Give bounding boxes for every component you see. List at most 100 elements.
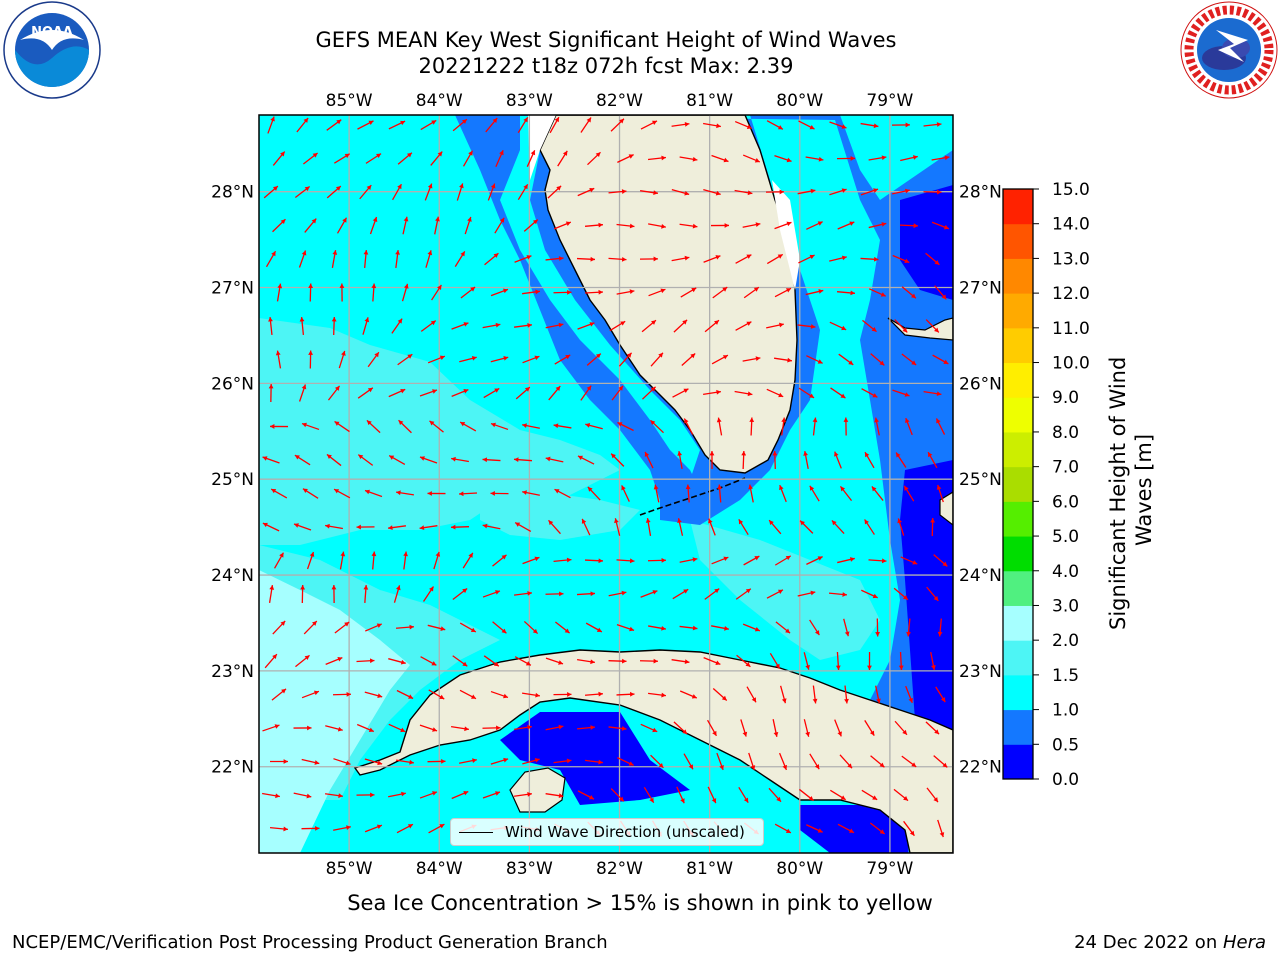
wave-arrow [648, 625, 666, 631]
noaa-logo-text: NOAA [31, 25, 73, 40]
wave-arrow [610, 788, 625, 802]
wave-arrow [897, 518, 905, 536]
wave-arrow [864, 720, 875, 736]
wave-arrow [300, 584, 305, 604]
lat-ticks-right: 28°N 27°N 26°N 25°N 24°N 23°N 22°N [959, 183, 1002, 778]
wave-arrow [364, 824, 383, 833]
colorbar-segment [1003, 293, 1033, 329]
wave-arrow [269, 826, 289, 832]
wave-arrow [640, 723, 658, 733]
wave-arrow [864, 519, 875, 535]
wave-arrow [419, 456, 438, 464]
wave-arrow [711, 154, 729, 163]
wave-band-2-0 [259, 570, 410, 853]
wave-arrow [925, 319, 940, 333]
wave-arrow [679, 625, 698, 631]
wave-arrow [482, 322, 501, 329]
lat-tick-label: 25°N [211, 470, 254, 490]
lat-ticks-left: 28°N 27°N 26°N 25°N 24°N 23°N 22°N [211, 183, 254, 778]
colorbar-segment [1003, 605, 1033, 641]
wave-arrow [513, 457, 533, 463]
wave-arrow [712, 688, 728, 701]
wave-arrow [901, 286, 917, 299]
wave-arrow [706, 719, 718, 737]
wave-arrow [769, 652, 781, 670]
wave-arrow [522, 355, 540, 364]
lat-tick-label: 27°N [211, 279, 254, 299]
wave-arrow [650, 419, 664, 434]
wave-arrow [836, 156, 856, 161]
wave-arrow [679, 156, 698, 162]
wave-arrow [365, 153, 382, 164]
footer-left: NCEP/EMC/Verification Post Processing Pr… [12, 932, 608, 953]
wave-arrow [553, 221, 572, 230]
wave-arrow [734, 390, 753, 397]
wave-arrow [452, 118, 468, 132]
wave-arrow [356, 658, 375, 664]
wave-arrow [868, 558, 887, 564]
wave-arrow [685, 484, 691, 503]
wave-arrow [364, 758, 383, 766]
wave-arrow [616, 289, 635, 295]
wave-arrow [903, 820, 915, 837]
wave-arrow [364, 489, 383, 498]
wave-arrow [270, 488, 288, 499]
wave-arrow [304, 218, 317, 233]
wave-arrow [371, 283, 377, 302]
wave-arrow [930, 652, 936, 670]
wave-arrow [860, 188, 879, 196]
wave-arrow [934, 285, 947, 300]
wave-arrow [362, 317, 370, 335]
wave-arrow [388, 791, 406, 798]
wave-arrow [895, 452, 907, 468]
wave-arrow [743, 555, 760, 566]
florida-keys [639, 477, 746, 516]
wave-arrow [482, 457, 501, 463]
wave-arrow [452, 588, 468, 600]
wave-arrow [614, 518, 621, 536]
colorbar-segment [1003, 258, 1033, 294]
colorbar-tick-label: 4.0 [1052, 562, 1079, 582]
wave-arrow [545, 591, 564, 597]
wave-arrow [331, 250, 338, 268]
wave-arrow [774, 155, 792, 163]
wave-arrow [671, 188, 690, 196]
wave-arrow [577, 658, 595, 665]
wave-arrow [482, 523, 501, 530]
wave-arrow [396, 759, 414, 765]
wave-arrow [829, 255, 847, 262]
wave-arrow [711, 556, 729, 565]
wave-arrow [893, 788, 909, 802]
colorbar-tick-label: 12.0 [1052, 284, 1090, 304]
wave-arrow [553, 692, 572, 697]
wave-arrow [269, 424, 289, 429]
wave-arrow [736, 654, 751, 668]
wave-arrow [861, 589, 878, 599]
wind-wave-arrows [262, 116, 950, 838]
wave-arrow [359, 184, 372, 200]
wave-arrow [709, 450, 715, 470]
wave-arrow [703, 255, 721, 263]
wave-arrow [522, 556, 540, 565]
wave-arrow [639, 658, 659, 664]
wave-arrow [398, 419, 412, 434]
wave-arrow [522, 423, 540, 429]
coastal-gap [528, 115, 556, 180]
wave-arrow [679, 690, 698, 699]
wave-arrow [419, 389, 438, 397]
wave-arrow [513, 591, 533, 596]
wave-arrow [331, 584, 337, 604]
wave-arrow [806, 355, 823, 364]
lon-tick-label: 85°W [326, 91, 373, 111]
lon-tick-label: 80°W [776, 859, 823, 879]
wave-arrow [580, 385, 592, 401]
wave-arrow [339, 551, 346, 570]
wave-arrow [704, 588, 720, 600]
wave-arrow [577, 322, 595, 330]
noaa-logo-icon: NOAA [3, 1, 101, 99]
lon-tick-label: 84°W [416, 91, 463, 111]
wave-arrow [547, 185, 562, 199]
wave-arrow [521, 289, 541, 295]
wave-arrow [923, 391, 942, 397]
wave-arrow [797, 324, 816, 329]
